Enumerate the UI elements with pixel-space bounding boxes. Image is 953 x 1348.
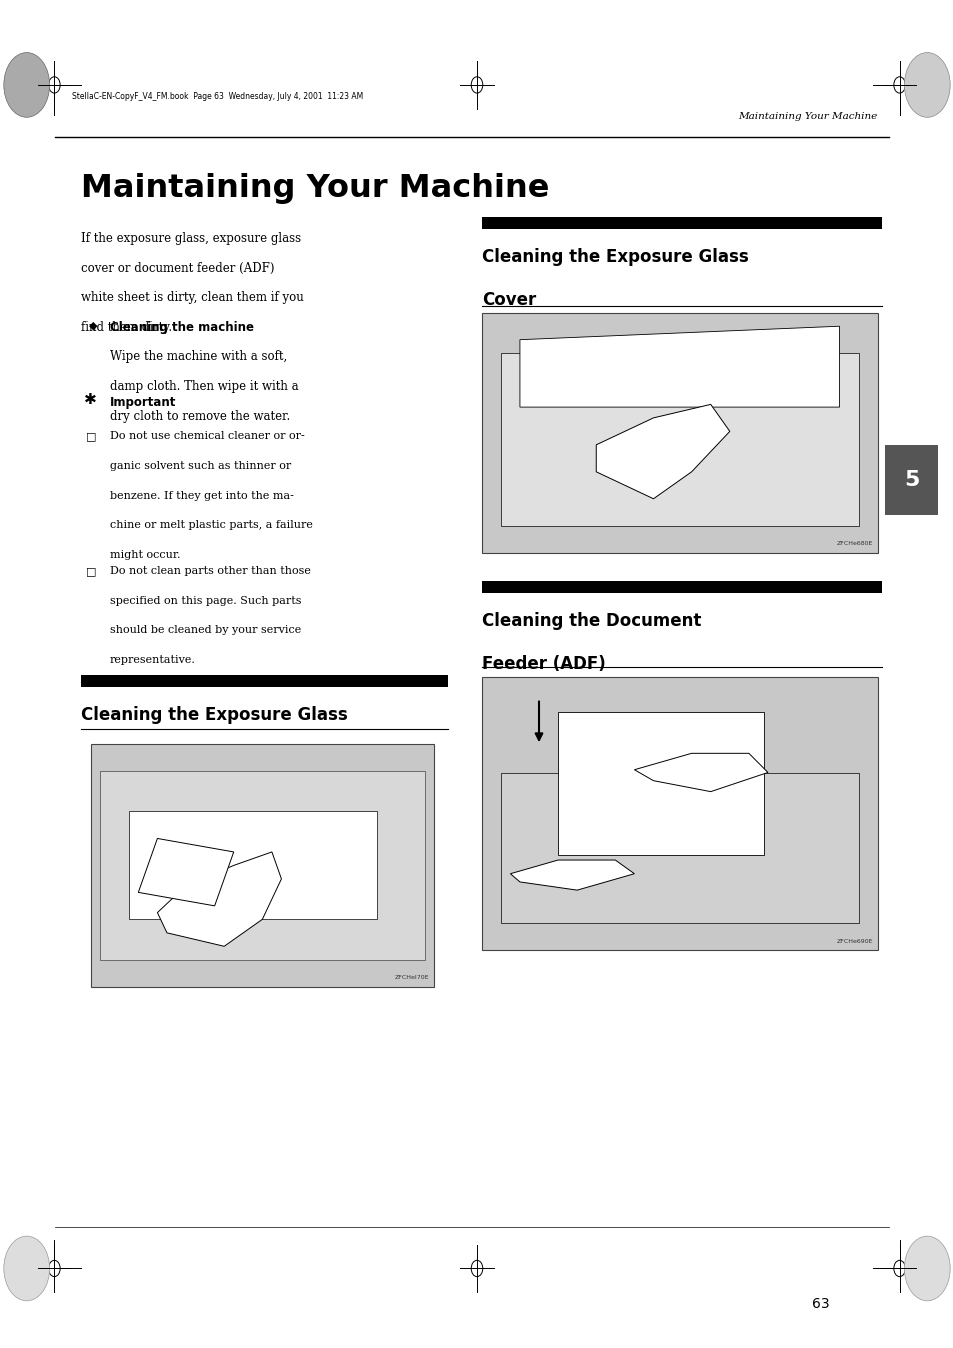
Text: ZFCHe690E: ZFCHe690E — [836, 938, 872, 944]
Bar — [81, 675, 448, 687]
Bar — [481, 581, 882, 593]
Polygon shape — [510, 860, 634, 890]
Bar — [500, 353, 858, 526]
Text: dry cloth to remove the water.: dry cloth to remove the water. — [110, 410, 290, 423]
Text: find them dirty.: find them dirty. — [81, 321, 172, 334]
Bar — [884, 445, 937, 515]
Text: Important: Important — [110, 396, 176, 410]
Text: □: □ — [86, 566, 96, 576]
Text: Maintaining Your Machine: Maintaining Your Machine — [738, 112, 877, 121]
Polygon shape — [596, 404, 729, 499]
Text: ZFCHe680E: ZFCHe680E — [836, 541, 872, 546]
Text: 63: 63 — [811, 1297, 828, 1310]
Polygon shape — [138, 838, 233, 906]
Text: Cleaning the Document: Cleaning the Document — [481, 612, 700, 630]
Bar — [100, 771, 424, 960]
Text: ganic solvent such as thinner or: ganic solvent such as thinner or — [110, 461, 291, 470]
Text: StellaC-EN-CopyF_V4_FM.book  Page 63  Wednesday, July 4, 2001  11:23 AM: StellaC-EN-CopyF_V4_FM.book Page 63 Wedn… — [71, 92, 362, 101]
Text: white sheet is dirty, clean them if you: white sheet is dirty, clean them if you — [81, 291, 303, 305]
Polygon shape — [157, 852, 281, 946]
Text: should be cleaned by your service: should be cleaned by your service — [110, 625, 300, 635]
Text: damp cloth. Then wipe it with a: damp cloth. Then wipe it with a — [110, 380, 298, 394]
Text: ✱: ✱ — [84, 392, 96, 407]
Text: representative.: representative. — [110, 655, 195, 665]
Text: ◆: ◆ — [89, 321, 97, 330]
Circle shape — [4, 53, 50, 117]
Text: If the exposure glass, exposure glass: If the exposure glass, exposure glass — [81, 232, 301, 245]
Text: Cleaning the Exposure Glass: Cleaning the Exposure Glass — [481, 248, 748, 266]
Text: Feeder (ADF): Feeder (ADF) — [481, 655, 605, 673]
Circle shape — [4, 1236, 50, 1301]
Bar — [558, 712, 763, 855]
Bar — [481, 217, 882, 229]
Circle shape — [903, 53, 949, 117]
Bar — [500, 772, 858, 923]
Bar — [129, 811, 376, 919]
Text: 5: 5 — [902, 470, 919, 489]
Polygon shape — [519, 326, 839, 407]
Text: might occur.: might occur. — [110, 550, 180, 559]
Text: Cover: Cover — [481, 291, 536, 309]
Text: Wipe the machine with a soft,: Wipe the machine with a soft, — [110, 350, 287, 364]
Text: chine or melt plastic parts, a failure: chine or melt plastic parts, a failure — [110, 520, 313, 530]
Text: □: □ — [86, 431, 96, 441]
Circle shape — [903, 1236, 949, 1301]
Text: specified on this page. Such parts: specified on this page. Such parts — [110, 596, 301, 605]
Bar — [481, 677, 877, 950]
Text: Do not use chemical cleaner or or-: Do not use chemical cleaner or or- — [110, 431, 304, 441]
Bar — [481, 313, 877, 553]
Text: Cleaning the machine: Cleaning the machine — [110, 321, 253, 334]
Polygon shape — [634, 754, 767, 791]
Text: Maintaining Your Machine: Maintaining Your Machine — [81, 173, 549, 204]
Text: Cleaning the Exposure Glass: Cleaning the Exposure Glass — [81, 706, 348, 724]
Text: ZFCHeI70E: ZFCHeI70E — [395, 975, 429, 980]
Text: Do not clean parts other than those: Do not clean parts other than those — [110, 566, 311, 576]
Text: cover or document feeder (ADF): cover or document feeder (ADF) — [81, 262, 274, 275]
Text: benzene. If they get into the ma-: benzene. If they get into the ma- — [110, 491, 294, 500]
Bar — [91, 744, 434, 987]
